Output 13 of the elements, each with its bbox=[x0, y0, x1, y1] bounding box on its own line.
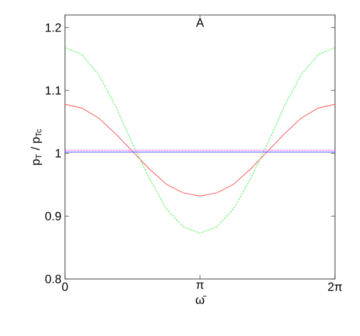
x-tick-label: 2π bbox=[328, 282, 342, 291]
x-tick-label: π bbox=[196, 282, 204, 289]
y-axis-title: p$_{T}$ / p$_{Tc}$ bbox=[30, 129, 42, 165]
y-tick-label: 1.1 bbox=[46, 86, 61, 95]
line-series bbox=[65, 47, 336, 234]
y-tick-label: 0.9 bbox=[45, 212, 61, 220]
chart-title: A bbox=[196, 18, 204, 27]
y-tick-label: 1 bbox=[56, 149, 61, 158]
y-tick-label: 1.2 bbox=[46, 23, 61, 32]
x-axis-title: ω̄ bbox=[196, 296, 206, 304]
x-tick-label: 0 bbox=[62, 282, 68, 291]
y-tick-label: 0.8 bbox=[45, 274, 61, 284]
line-series bbox=[65, 104, 336, 196]
